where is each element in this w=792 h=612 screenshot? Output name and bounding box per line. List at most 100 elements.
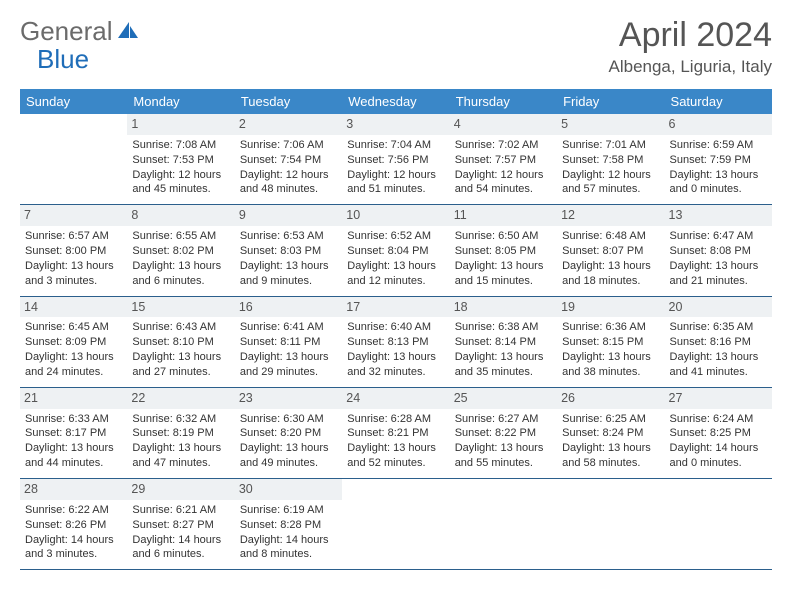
sunset-line: Sunset: 7:54 PM: [240, 153, 337, 168]
sunset-line: Sunset: 8:03 PM: [240, 244, 337, 259]
day-number: 8: [127, 205, 234, 226]
day-cell: 12 Sunrise: 6:48 AMSunset: 8:07 PMDayligh…: [557, 205, 664, 295]
day-number: 5: [557, 114, 664, 135]
daylight-line: Daylight: 13 hours and 32 minutes.: [347, 350, 444, 380]
sunrise-line: Sunrise: 6:35 AM: [670, 320, 767, 335]
day-number: 13: [665, 205, 772, 226]
sunset-line: Sunset: 8:22 PM: [455, 426, 552, 441]
day-number: 7: [20, 205, 127, 226]
header: General April 2024 Albenga, Liguria, Ita…: [20, 16, 772, 77]
sunrise-line: Sunrise: 6:19 AM: [240, 503, 337, 518]
day-number: 3: [342, 114, 449, 135]
sunset-line: Sunset: 7:56 PM: [347, 153, 444, 168]
daylight-line: Daylight: 13 hours and 41 minutes.: [670, 350, 767, 380]
day-number: 17: [342, 297, 449, 318]
daylight-line: Daylight: 13 hours and 12 minutes.: [347, 259, 444, 289]
sunrise-line: Sunrise: 7:06 AM: [240, 138, 337, 153]
sunrise-line: Sunrise: 6:25 AM: [562, 412, 659, 427]
sunrise-line: Sunrise: 6:32 AM: [132, 412, 229, 427]
sunset-line: Sunset: 8:25 PM: [670, 426, 767, 441]
daylight-line: Daylight: 13 hours and 3 minutes.: [25, 259, 122, 289]
daylight-line: Daylight: 13 hours and 24 minutes.: [25, 350, 122, 380]
logo-sail-icon: [116, 16, 140, 47]
sunset-line: Sunset: 7:57 PM: [455, 153, 552, 168]
daylight-line: Daylight: 13 hours and 55 minutes.: [455, 441, 552, 471]
day-cell: [450, 479, 557, 569]
sunset-line: Sunset: 7:59 PM: [670, 153, 767, 168]
sunset-line: Sunset: 8:14 PM: [455, 335, 552, 350]
week-row: 1Sunrise: 7:08 AMSunset: 7:53 PMDaylight…: [20, 114, 772, 205]
sunset-line: Sunset: 8:17 PM: [25, 426, 122, 441]
sunset-line: Sunset: 8:00 PM: [25, 244, 122, 259]
day-cell: 20Sunrise: 6:35 AMSunset: 8:16 PMDayligh…: [665, 297, 772, 387]
sunset-line: Sunset: 8:07 PM: [562, 244, 659, 259]
day-cell: 30 Sunrise: 6:19 AMSunset: 8:28 PMDayligh…: [235, 479, 342, 569]
daylight-line: Daylight: 12 hours and 51 minutes.: [347, 168, 444, 198]
day-number: 26: [557, 388, 664, 409]
dow-cell: Tuesday: [235, 89, 342, 114]
day-number: 4: [450, 114, 557, 135]
day-cell: [342, 479, 449, 569]
daylight-line: Daylight: 13 hours and 9 minutes.: [240, 259, 337, 289]
day-cell: 13Sunrise: 6:47 AMSunset: 8:08 PMDayligh…: [665, 205, 772, 295]
calendar: SundayMondayTuesdayWednesdayThursdayFrid…: [20, 89, 772, 570]
day-cell: 10Sunrise: 6:52 AMSunset: 8:04 PMDayligh…: [342, 205, 449, 295]
day-number: 11: [450, 205, 557, 226]
day-number: 27: [665, 388, 772, 409]
day-number: 28: [20, 479, 127, 500]
sunrise-line: Sunrise: 7:04 AM: [347, 138, 444, 153]
day-cell: 24Sunrise: 6:28 AMSunset: 8:21 PMDayligh…: [342, 388, 449, 478]
sunrise-line: Sunrise: 6:48 AM: [562, 229, 659, 244]
sunrise-line: Sunrise: 6:38 AM: [455, 320, 552, 335]
day-cell: 18Sunrise: 6:38 AMSunset: 8:14 PMDayligh…: [450, 297, 557, 387]
location: Albenga, Liguria, Italy: [609, 57, 773, 77]
day-number: 10: [342, 205, 449, 226]
dow-cell: Wednesday: [342, 89, 449, 114]
day-number: 12: [557, 205, 664, 226]
week-row: 28Sunrise: 6:22 AMSunset: 8:26 PMDayligh…: [20, 479, 772, 570]
sunrise-line: Sunrise: 6:40 AM: [347, 320, 444, 335]
day-number: 30: [235, 479, 342, 500]
daylight-line: Daylight: 13 hours and 27 minutes.: [132, 350, 229, 380]
day-cell: [20, 114, 127, 204]
logo: General: [20, 16, 140, 47]
day-number: 6: [665, 114, 772, 135]
daylight-line: Daylight: 13 hours and 44 minutes.: [25, 441, 122, 471]
daylight-line: Daylight: 14 hours and 8 minutes.: [240, 533, 337, 563]
dow-cell: Sunday: [20, 89, 127, 114]
day-cell: 2Sunrise: 7:06 AMSunset: 7:54 PMDaylight…: [235, 114, 342, 204]
day-cell: [557, 479, 664, 569]
day-cell: 29Sunrise: 6:21 AMSunset: 8:27 PMDayligh…: [127, 479, 234, 569]
day-number: 16: [235, 297, 342, 318]
day-cell: 15Sunrise: 6:43 AMSunset: 8:10 PMDayligh…: [127, 297, 234, 387]
sunrise-line: Sunrise: 6:47 AM: [670, 229, 767, 244]
day-cell: 23Sunrise: 6:30 AMSunset: 8:20 PMDayligh…: [235, 388, 342, 478]
sunrise-line: Sunrise: 6:33 AM: [25, 412, 122, 427]
daylight-line: Daylight: 13 hours and 15 minutes.: [455, 259, 552, 289]
sunset-line: Sunset: 8:16 PM: [670, 335, 767, 350]
daylight-line: Daylight: 13 hours and 18 minutes.: [562, 259, 659, 289]
sunset-line: Sunset: 8:15 PM: [562, 335, 659, 350]
day-number: 1: [127, 114, 234, 135]
day-cell: 28Sunrise: 6:22 AMSunset: 8:26 PMDayligh…: [20, 479, 127, 569]
day-cell: 22Sunrise: 6:32 AMSunset: 8:19 PMDayligh…: [127, 388, 234, 478]
sunrise-line: Sunrise: 6:50 AM: [455, 229, 552, 244]
day-cell: 7Sunrise: 6:57 AMSunset: 8:00 PMDaylight…: [20, 205, 127, 295]
week-row: 7Sunrise: 6:57 AMSunset: 8:00 PMDaylight…: [20, 205, 772, 296]
daylight-line: Daylight: 14 hours and 6 minutes.: [132, 533, 229, 563]
sunrise-line: Sunrise: 6:28 AM: [347, 412, 444, 427]
day-cell: 14Sunrise: 6:45 AMSunset: 8:09 PMDayligh…: [20, 297, 127, 387]
sunset-line: Sunset: 8:28 PM: [240, 518, 337, 533]
day-cell: 1Sunrise: 7:08 AMSunset: 7:53 PMDaylight…: [127, 114, 234, 204]
daylight-line: Daylight: 12 hours and 54 minutes.: [455, 168, 552, 198]
daylight-line: Daylight: 13 hours and 6 minutes.: [132, 259, 229, 289]
day-number: 25: [450, 388, 557, 409]
daylight-line: Daylight: 13 hours and 38 minutes.: [562, 350, 659, 380]
sunrise-line: Sunrise: 6:22 AM: [25, 503, 122, 518]
day-cell: [665, 479, 772, 569]
week-row: 14Sunrise: 6:45 AMSunset: 8:09 PMDayligh…: [20, 297, 772, 388]
sunset-line: Sunset: 8:09 PM: [25, 335, 122, 350]
sunrise-line: Sunrise: 6:52 AM: [347, 229, 444, 244]
sunset-line: Sunset: 8:11 PM: [240, 335, 337, 350]
sunrise-line: Sunrise: 6:55 AM: [132, 229, 229, 244]
